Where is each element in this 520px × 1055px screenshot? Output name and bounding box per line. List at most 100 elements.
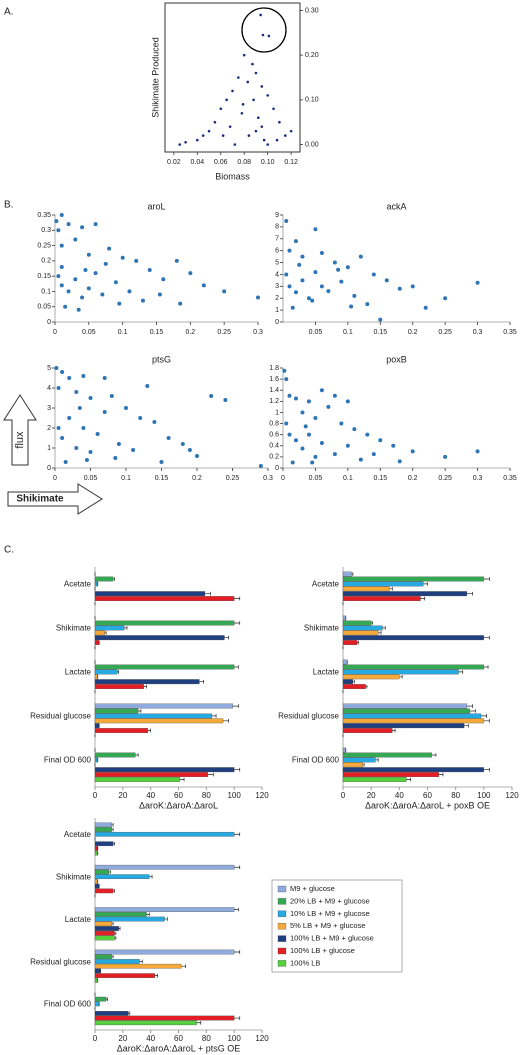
point — [257, 116, 260, 120]
point — [221, 134, 225, 137]
y-tick-label: 3 — [275, 283, 279, 290]
y-tick-label: 0.00 — [305, 141, 319, 148]
x-tick-label: 0.10 — [261, 159, 275, 166]
bar — [342, 635, 484, 641]
point — [86, 252, 91, 257]
point — [300, 446, 305, 451]
bar — [94, 664, 235, 670]
point — [319, 441, 324, 445]
y-tick-label: 7 — [275, 236, 279, 243]
bar — [94, 963, 182, 969]
error-bar — [196, 1020, 202, 1025]
point — [443, 296, 448, 301]
error-bar — [389, 587, 393, 591]
point — [275, 138, 279, 142]
point — [59, 213, 64, 217]
error-bar — [234, 865, 241, 870]
bar — [342, 718, 484, 724]
point — [378, 317, 383, 322]
x-tick-label: 0.08 — [237, 159, 251, 166]
bar — [342, 615, 346, 621]
error-bar — [113, 889, 115, 893]
x-tick-label: 60 — [174, 791, 183, 800]
point — [259, 13, 262, 17]
point — [174, 258, 179, 263]
error-bar — [104, 631, 107, 635]
category-label: Acetate — [64, 580, 92, 589]
point — [88, 396, 93, 400]
point — [124, 406, 128, 410]
bar — [94, 591, 206, 597]
point — [256, 295, 260, 300]
point — [86, 286, 91, 291]
panel-label: C. — [4, 545, 14, 556]
point — [54, 366, 59, 370]
x-tick-label: 0.3 — [263, 475, 273, 482]
point — [345, 443, 350, 448]
error-bar — [224, 635, 229, 640]
point — [201, 134, 205, 137]
bar — [94, 831, 235, 837]
error-bar — [113, 841, 115, 846]
bar — [94, 879, 98, 884]
point — [267, 34, 271, 38]
bar — [94, 930, 115, 936]
bar — [342, 669, 459, 675]
point — [261, 33, 265, 37]
bar — [342, 684, 366, 690]
point — [161, 277, 166, 282]
x-tick-label: 0.15 — [150, 329, 164, 336]
x-tick-label: 20 — [367, 791, 376, 800]
point — [260, 125, 264, 128]
x-tick-label: 40 — [146, 1034, 155, 1043]
x-tick-label: 60 — [174, 1034, 183, 1043]
category-label: Shikimate — [304, 624, 340, 633]
x-tick-label: 0.2 — [408, 475, 418, 482]
bar — [342, 747, 346, 753]
point — [80, 295, 85, 300]
point — [352, 427, 357, 432]
point — [140, 298, 145, 303]
bar — [94, 596, 235, 602]
x-tick-label: 0.1 — [343, 475, 353, 482]
bar — [342, 713, 482, 719]
point — [284, 218, 289, 223]
bar — [342, 674, 400, 680]
y-tick-label: 8 — [275, 224, 279, 231]
point — [319, 284, 324, 289]
point — [258, 464, 263, 468]
point — [74, 446, 79, 450]
point — [313, 416, 318, 420]
error-bar — [234, 767, 241, 772]
legend-label: 100% LB + glucose — [290, 946, 355, 955]
point — [349, 304, 354, 309]
panel-label: B. — [4, 200, 13, 211]
error-bar — [223, 719, 229, 723]
shikimate-arrow — [7, 483, 103, 515]
point — [306, 296, 311, 301]
category-label: Lactate — [65, 915, 92, 924]
point — [66, 289, 71, 294]
bar — [342, 777, 407, 782]
x-tick-label: 20 — [118, 791, 127, 800]
bar — [94, 1015, 235, 1021]
point — [213, 120, 217, 124]
y-tick-label: 0.8 — [269, 420, 279, 427]
point — [103, 261, 108, 266]
point — [339, 279, 344, 284]
x-axis-label: ΔaroK:ΔaroA:ΔaroL + poxB OE — [365, 800, 490, 810]
bar — [94, 907, 235, 912]
x-tick-label: 120 — [255, 791, 269, 800]
legend-label: M9 + glucose — [290, 884, 335, 893]
bar — [342, 752, 432, 758]
y-axis-label: Shikimate Produced — [150, 37, 160, 118]
legend-swatch — [277, 947, 287, 955]
x-tick-label: 60 — [423, 791, 432, 800]
chart-title: poxB — [386, 354, 407, 364]
panel-label: A. — [4, 7, 13, 18]
point — [287, 248, 292, 253]
point — [289, 129, 293, 133]
error-bar — [378, 631, 382, 635]
point — [410, 284, 415, 289]
